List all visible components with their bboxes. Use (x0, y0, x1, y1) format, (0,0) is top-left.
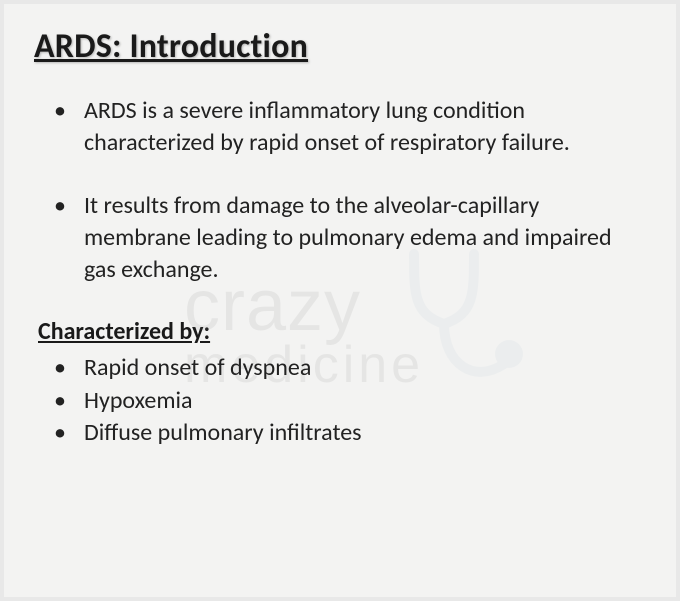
subheading-characterized-by: Characterized by: (34, 317, 646, 346)
list-item: It results from damage to the alveolar-c… (84, 190, 646, 285)
slide-container: crazy medicine ARDS: Introduction ARDS i… (4, 4, 676, 597)
intro-bullet-list: ARDS is a severe inflammatory lung condi… (34, 95, 646, 285)
list-item: Diffuse pulmonary infiltrates (84, 417, 646, 449)
list-item: Rapid onset of dyspnea (84, 352, 646, 384)
slide-content: ARDS is a severe inflammatory lung condi… (34, 95, 646, 450)
characterized-bullet-list: Rapid onset of dyspnea Hypoxemia Diffuse… (34, 352, 646, 449)
list-item: ARDS is a severe inflammatory lung condi… (84, 95, 646, 158)
slide-title: ARDS: Introduction (34, 26, 646, 67)
list-item: Hypoxemia (84, 385, 646, 417)
